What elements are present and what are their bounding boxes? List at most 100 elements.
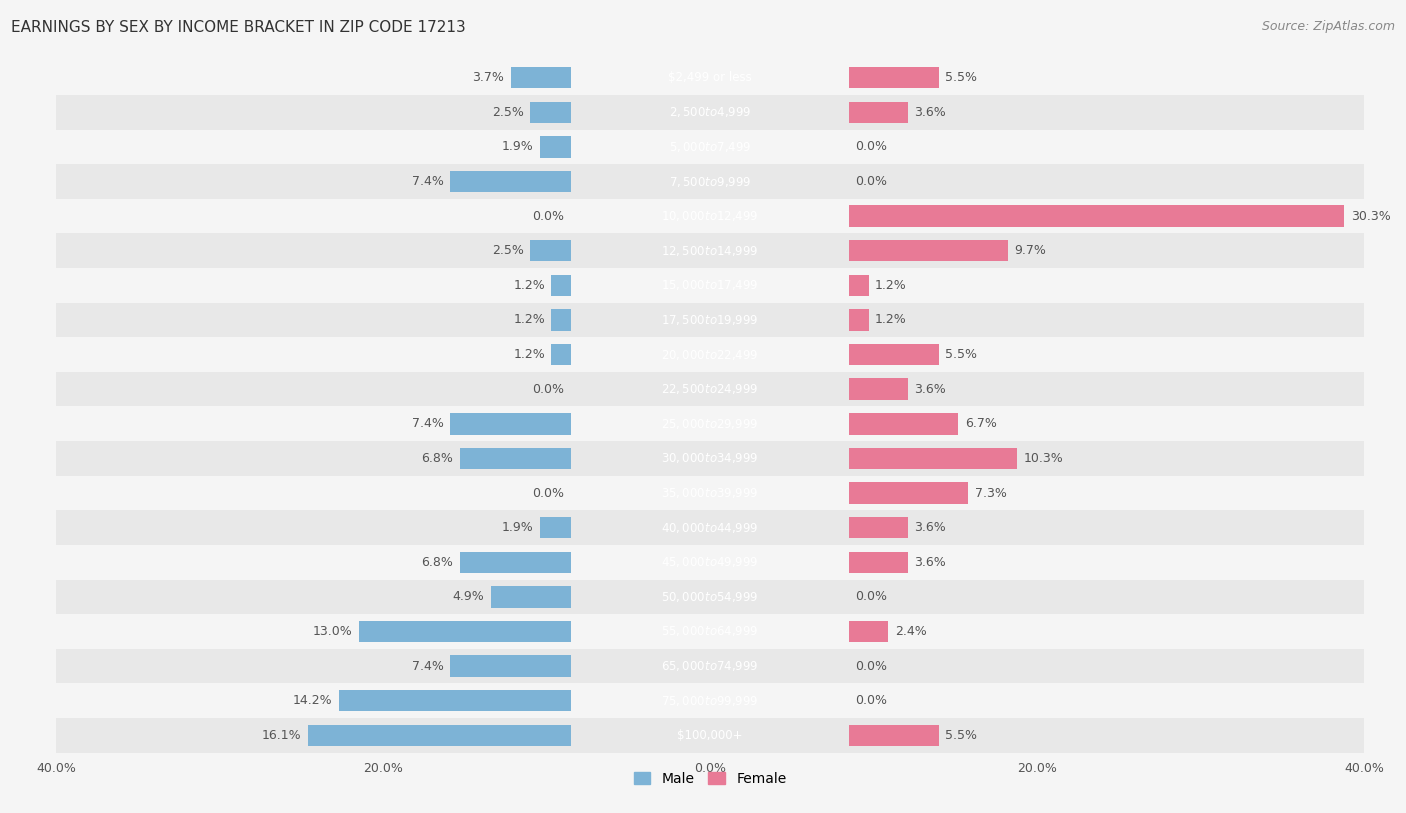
- Bar: [849, 482, 969, 504]
- Text: 3.6%: 3.6%: [914, 106, 946, 119]
- Text: 7.4%: 7.4%: [412, 659, 444, 672]
- Bar: [530, 240, 571, 262]
- Text: 3.6%: 3.6%: [914, 383, 946, 396]
- Text: 14.2%: 14.2%: [292, 694, 332, 707]
- Text: $7,500 to $9,999: $7,500 to $9,999: [669, 175, 751, 189]
- Text: 0.0%: 0.0%: [533, 486, 565, 499]
- Text: $10,000 to $12,499: $10,000 to $12,499: [661, 209, 759, 223]
- Bar: [56, 268, 1364, 302]
- Bar: [56, 164, 1364, 199]
- Text: $25,000 to $29,999: $25,000 to $29,999: [661, 417, 759, 431]
- Bar: [56, 129, 1364, 164]
- Bar: [849, 102, 908, 123]
- Text: 2.5%: 2.5%: [492, 106, 523, 119]
- Text: 13.0%: 13.0%: [312, 625, 352, 638]
- Bar: [56, 233, 1364, 268]
- Text: $15,000 to $17,499: $15,000 to $17,499: [661, 278, 759, 293]
- Bar: [56, 476, 1364, 511]
- Text: 5.5%: 5.5%: [945, 72, 977, 85]
- Text: 0.0%: 0.0%: [855, 590, 887, 603]
- Bar: [849, 344, 939, 365]
- Text: $17,500 to $19,999: $17,500 to $19,999: [661, 313, 759, 327]
- Bar: [540, 136, 571, 158]
- Text: $30,000 to $34,999: $30,000 to $34,999: [661, 451, 759, 465]
- Bar: [551, 344, 571, 365]
- Text: $40,000 to $44,999: $40,000 to $44,999: [661, 520, 759, 535]
- Bar: [849, 551, 908, 573]
- Text: 1.9%: 1.9%: [502, 141, 533, 154]
- Text: 16.1%: 16.1%: [262, 728, 301, 741]
- Bar: [551, 309, 571, 331]
- Bar: [56, 199, 1364, 233]
- Bar: [308, 724, 571, 746]
- Text: 0.0%: 0.0%: [855, 694, 887, 707]
- Text: 6.8%: 6.8%: [422, 556, 453, 569]
- Text: 3.6%: 3.6%: [914, 556, 946, 569]
- Bar: [530, 102, 571, 123]
- Text: Source: ZipAtlas.com: Source: ZipAtlas.com: [1261, 20, 1395, 33]
- Bar: [56, 60, 1364, 95]
- Text: $65,000 to $74,999: $65,000 to $74,999: [661, 659, 759, 673]
- Text: 0.0%: 0.0%: [855, 175, 887, 188]
- Bar: [510, 67, 571, 89]
- Bar: [450, 655, 571, 677]
- Bar: [56, 684, 1364, 718]
- Text: 2.4%: 2.4%: [894, 625, 927, 638]
- Bar: [460, 448, 571, 469]
- Bar: [56, 372, 1364, 406]
- Bar: [56, 718, 1364, 753]
- Bar: [849, 413, 959, 434]
- Text: $100,000+: $100,000+: [678, 728, 742, 741]
- Bar: [551, 275, 571, 296]
- Bar: [56, 302, 1364, 337]
- Text: $5,000 to $7,499: $5,000 to $7,499: [669, 140, 751, 154]
- Bar: [56, 545, 1364, 580]
- Bar: [56, 649, 1364, 684]
- Text: 1.2%: 1.2%: [875, 279, 907, 292]
- Bar: [56, 614, 1364, 649]
- Text: $2,500 to $4,999: $2,500 to $4,999: [669, 106, 751, 120]
- Bar: [849, 448, 1018, 469]
- Text: 0.0%: 0.0%: [533, 210, 565, 223]
- Text: 3.6%: 3.6%: [914, 521, 946, 534]
- Bar: [849, 309, 869, 331]
- Text: 7.4%: 7.4%: [412, 417, 444, 430]
- Bar: [56, 95, 1364, 129]
- Text: 1.9%: 1.9%: [502, 521, 533, 534]
- Text: $20,000 to $22,499: $20,000 to $22,499: [661, 348, 759, 362]
- Bar: [56, 337, 1364, 372]
- Text: 1.2%: 1.2%: [513, 348, 546, 361]
- Text: $22,500 to $24,999: $22,500 to $24,999: [661, 382, 759, 396]
- Text: 10.3%: 10.3%: [1024, 452, 1063, 465]
- Bar: [849, 206, 1344, 227]
- Bar: [849, 517, 908, 538]
- Text: 5.5%: 5.5%: [945, 728, 977, 741]
- Bar: [849, 275, 869, 296]
- Bar: [849, 724, 939, 746]
- Text: 0.0%: 0.0%: [533, 383, 565, 396]
- Text: $2,499 or less: $2,499 or less: [668, 72, 752, 85]
- Text: 3.7%: 3.7%: [472, 72, 505, 85]
- Bar: [56, 441, 1364, 476]
- Text: 0.0%: 0.0%: [855, 141, 887, 154]
- Text: EARNINGS BY SEX BY INCOME BRACKET IN ZIP CODE 17213: EARNINGS BY SEX BY INCOME BRACKET IN ZIP…: [11, 20, 465, 35]
- Text: 6.8%: 6.8%: [422, 452, 453, 465]
- Bar: [56, 406, 1364, 441]
- Text: $55,000 to $64,999: $55,000 to $64,999: [661, 624, 759, 638]
- Text: $50,000 to $54,999: $50,000 to $54,999: [661, 590, 759, 604]
- Bar: [540, 517, 571, 538]
- Bar: [849, 67, 939, 89]
- Text: 1.2%: 1.2%: [513, 314, 546, 327]
- Text: 4.9%: 4.9%: [453, 590, 485, 603]
- Bar: [450, 413, 571, 434]
- Text: $75,000 to $99,999: $75,000 to $99,999: [661, 693, 759, 707]
- Bar: [339, 690, 571, 711]
- Text: 2.5%: 2.5%: [492, 244, 523, 257]
- Bar: [849, 379, 908, 400]
- Text: 0.0%: 0.0%: [855, 659, 887, 672]
- Bar: [849, 621, 889, 642]
- Bar: [849, 240, 1008, 262]
- Text: 30.3%: 30.3%: [1351, 210, 1391, 223]
- Bar: [56, 580, 1364, 614]
- Bar: [359, 621, 571, 642]
